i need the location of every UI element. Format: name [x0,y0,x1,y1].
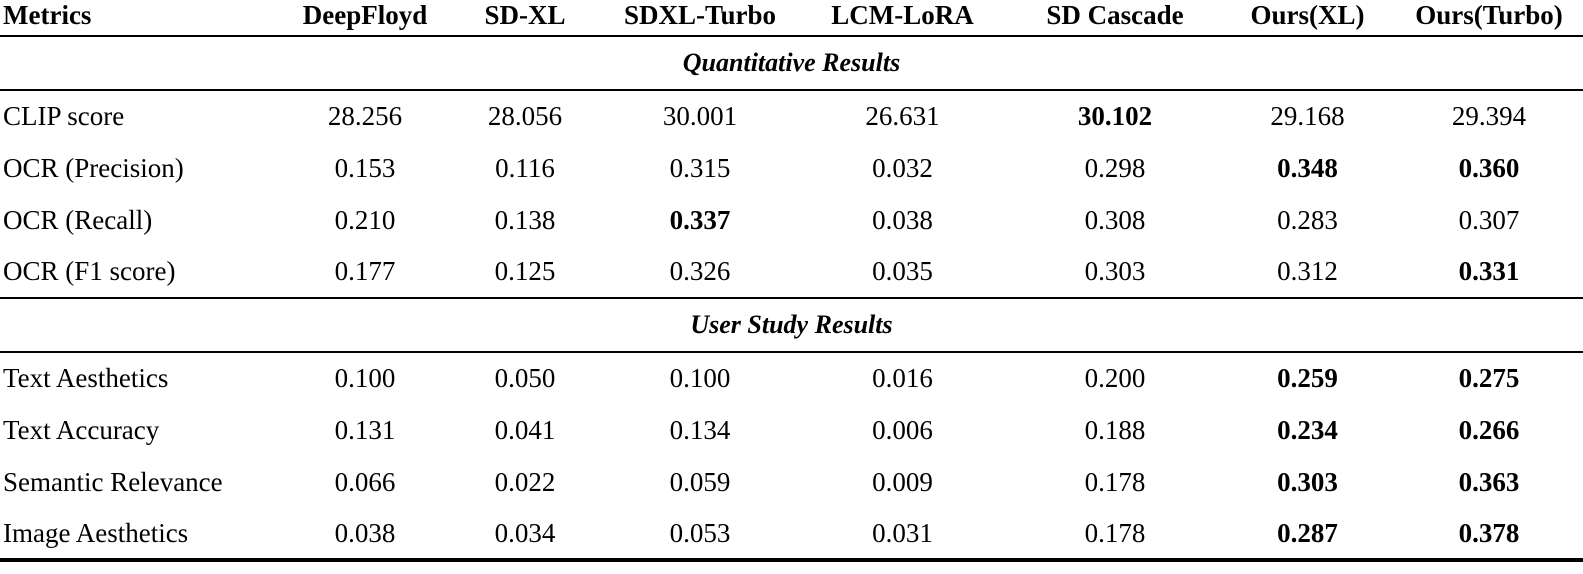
value-cell: 0.312 [1220,246,1395,299]
value-cell: 0.283 [1277,204,1338,235]
metric-label: OCR (F1 score) [0,246,285,299]
table-row-text-aesthetics: Text Aesthetics 0.100 0.050 0.100 0.016 … [0,352,1583,404]
value-cell: 0.050 [494,363,556,393]
value-cell: 0.326 [605,246,795,299]
value-cell: 0.059 [669,466,731,497]
value-cell: 0.259 [1277,363,1338,393]
value-cell: 0.138 [494,204,556,235]
value-cell: 0.038 [872,204,933,235]
value-cell: 0.275 [1458,363,1520,393]
metric-label: Text Aesthetics [3,363,169,393]
value-cell: 0.315 [669,152,731,183]
value-cell: 0.360 [1458,152,1520,183]
value-cell: 0.034 [494,517,556,548]
value-cell: 0.125 [445,246,605,299]
column-header-metrics: Metrics [0,0,285,37]
value-cell: 0.016 [872,363,933,393]
value-cell: 30.102 [1077,101,1153,131]
column-header-lcm-lora: LCM-LoRA [795,0,1010,37]
results-table: Metrics DeepFloyd SD-XL SDXL-Turbo LCM-L… [0,0,1583,562]
value-cell: 0.307 [1458,204,1520,235]
value-cell: 0.031 [872,517,933,548]
metric-label: OCR (Precision) [3,152,184,183]
table-header-row: Metrics DeepFloyd SD-XL SDXL-Turbo LCM-L… [0,0,1583,37]
value-cell: 0.188 [1084,414,1146,445]
value-cell: 0.210 [334,204,396,235]
value-cell: 0.348 [1277,152,1338,183]
value-cell: 0.022 [494,466,556,497]
column-header-deepfloyd: DeepFloyd [285,0,445,37]
value-cell: 29.168 [1270,101,1345,131]
value-cell: 29.394 [1451,101,1527,131]
value-cell: 0.303 [1277,466,1338,497]
table-row-ocr-f1: OCR (F1 score) 0.177 0.125 0.326 0.035 0… [0,246,1583,299]
value-cell: 0.066 [334,466,396,497]
value-cell: 0.038 [334,517,396,548]
value-cell: 0.131 [334,414,396,445]
table-row-ocr-recall: OCR (Recall) 0.210 0.138 0.337 0.038 0.3… [0,194,1583,246]
value-cell: 0.331 [1395,246,1583,299]
table-row-text-accuracy: Text Accuracy 0.131 0.041 0.134 0.006 0.… [0,404,1583,456]
value-cell: 0.116 [495,152,555,183]
metric-label: Semantic Relevance [3,466,223,497]
value-cell: 0.234 [1277,414,1338,445]
value-cell: 0.363 [1458,466,1520,497]
value-cell: 28.056 [487,101,563,131]
value-cell: 0.153 [334,152,396,183]
table-row-image-aesthetics: Image Aesthetics 0.038 0.034 0.053 0.031… [0,508,1583,560]
section-title-row-user-study: User Study Results [0,298,1583,353]
table-row-ocr-precision: OCR (Precision) 0.153 0.116 0.315 0.032 … [0,142,1583,194]
metric-label: Image Aesthetics [3,517,189,548]
value-cell: 0.053 [669,517,731,548]
value-cell: 0.308 [1084,204,1146,235]
value-cell: 30.001 [662,101,738,131]
section-title-user-study: User Study Results [0,298,1583,353]
column-header-sd-xl: SD-XL [445,0,605,37]
value-cell: 26.631 [865,101,940,131]
column-header-sd-cascade: SD Cascade [1010,0,1220,37]
value-cell: 0.378 [1458,517,1520,548]
value-cell: 0.009 [872,466,933,497]
value-cell: 0.303 [1010,246,1220,299]
metric-label: OCR (Recall) [3,204,153,235]
value-cell: 0.100 [669,363,731,393]
column-header-sdxl-turbo: SDXL-Turbo [605,0,795,37]
metric-label: CLIP score [3,101,125,131]
value-cell: 0.177 [285,246,445,299]
section-title-quantitative: Quantitative Results [0,36,1583,91]
value-cell: 0.178 [1084,466,1146,497]
column-header-ours-xl: Ours(XL) [1220,0,1395,37]
column-header-ours-turbo: Ours(Turbo) [1395,0,1583,37]
value-cell: 28.256 [327,101,403,131]
value-cell: 0.134 [669,414,731,445]
metric-label: Text Accuracy [3,414,160,445]
value-cell: 0.035 [795,246,1010,299]
value-cell: 0.100 [334,363,396,393]
table-row-semantic-relevance: Semantic Relevance 0.066 0.022 0.059 0.0… [0,456,1583,508]
value-cell: 0.032 [872,152,933,183]
table-row-clip-score: CLIP score 28.256 28.056 30.001 26.631 3… [0,90,1583,142]
value-cell: 0.200 [1084,363,1146,393]
value-cell: 0.298 [1084,152,1146,183]
value-cell: 0.006 [872,414,933,445]
value-cell: 0.178 [1084,517,1146,548]
value-cell: 0.337 [669,204,731,235]
value-cell: 0.041 [494,414,556,445]
value-cell: 0.266 [1458,414,1520,445]
section-title-row-quantitative: Quantitative Results [0,36,1583,91]
value-cell: 0.287 [1277,517,1338,548]
